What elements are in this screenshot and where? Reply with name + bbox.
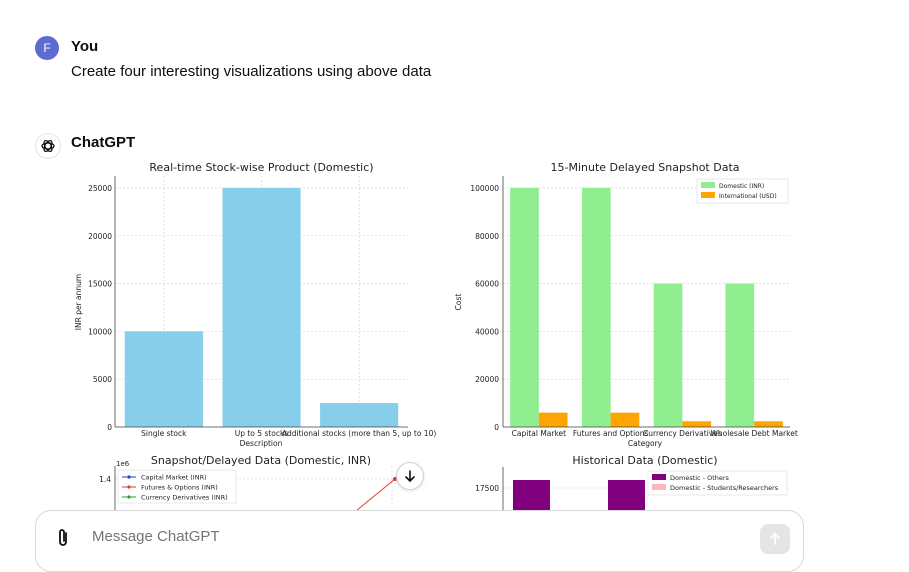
chart-image: Real-time Stock-wise Product (Domestic) 0… [74, 161, 798, 548]
chart-2-legend-label: International (USD) [719, 193, 777, 200]
chart-1-bar [222, 187, 301, 427]
arrow-down-icon [405, 470, 415, 483]
chart-2-xtick: Currency Derivatives [643, 429, 722, 438]
chart-2-bar [581, 187, 611, 427]
chart-2-legend-label: Domestic (INR) [719, 183, 764, 190]
send-button[interactable] [760, 524, 790, 554]
chart-1-xtick: Additional stocks (more than 5, up to 10… [282, 429, 436, 438]
chart-2-ytick: 20000 [475, 375, 499, 384]
chart-1-xlabel: Description [240, 439, 283, 448]
chart-3-legend-marker [127, 475, 131, 479]
chart-3-legend-label: Currency Derivatives (INR) [141, 494, 228, 502]
chart-4-ytick: 17500 [475, 484, 499, 493]
assistant-name: ChatGPT [71, 134, 136, 151]
chart-2-legend-swatch [701, 182, 715, 188]
chart-3-legend-label: Futures & Options (INR) [141, 484, 218, 492]
chart-2-bar [653, 283, 683, 427]
chart-3-exponent: 1e6 [116, 460, 130, 468]
user-name: You [71, 38, 99, 55]
attach-button[interactable] [54, 527, 72, 554]
chart-2-legend-swatch [701, 192, 715, 198]
chart-2-bar [682, 421, 712, 427]
chart-4-title: Historical Data (Domestic) [572, 454, 717, 467]
chart-2-ytick: 60000 [475, 280, 499, 289]
chart-2-bar [510, 187, 539, 427]
chart-1-title: Real-time Stock-wise Product (Domestic) [149, 161, 373, 174]
user-avatar-letter: F [43, 41, 51, 55]
chart-1-ytick: 10000 [88, 327, 112, 336]
chart-3-legend [117, 469, 237, 504]
chart-3-ytick: 1.4 [99, 475, 111, 484]
chart-3-legend-marker [127, 485, 131, 489]
user-message: Create four interesting visualizations u… [71, 63, 432, 80]
chart-2-ytick: 0 [494, 423, 499, 432]
chart-1-ytick: 20000 [88, 232, 112, 241]
chart-2-bar [538, 412, 568, 427]
chart-4-legend-label: Domestic - Students/Researchers [670, 484, 779, 492]
chart-4-legend [647, 470, 788, 496]
chart-2: 15-Minute Delayed Snapshot Data 0 20000 400… [454, 161, 798, 448]
chart-2-ytick: 40000 [475, 327, 499, 336]
arrow-up-icon [770, 532, 780, 545]
chart-2-ylabel: Cost [454, 294, 463, 311]
chart-2-ytick: 80000 [475, 232, 499, 241]
chart-3-legend-marker [127, 495, 131, 499]
scroll-down-button[interactable] [396, 462, 424, 490]
chart-1-ytick: 15000 [88, 280, 112, 289]
chart-3-title: Snapshot/Delayed Data (Domestic, INR) [151, 454, 371, 467]
chart-1-ylabel: INR per annum [74, 274, 83, 330]
chart-1-bar [124, 331, 203, 427]
chart-4-legend-swatch [652, 484, 666, 490]
message-composer [35, 510, 804, 572]
chart-2-xtick: Futures and Options [573, 429, 649, 438]
chart-3-legend-label: Capital Market (INR) [141, 474, 207, 482]
chart-2-xtick: Capital Market [512, 429, 567, 438]
user-avatar: F [35, 36, 59, 60]
message-input[interactable] [92, 528, 692, 545]
chart-2-title: 15-Minute Delayed Snapshot Data [550, 161, 739, 174]
chart-2-bar [725, 283, 755, 427]
chart-1: Real-time Stock-wise Product (Domestic) 0… [74, 161, 436, 448]
chart-3: Snapshot/Delayed Data (Domestic, INR) 1e6… [99, 454, 408, 548]
chart-2-xlabel: Category [628, 439, 663, 448]
chatgpt-logo-icon [35, 133, 61, 159]
chart-1-ytick: 5000 [93, 375, 112, 384]
chart-1-xtick: Single stock [141, 429, 187, 438]
chart-2-xtick: Wholesale Debt Market [710, 429, 797, 438]
chart-2-bar [754, 421, 783, 427]
paperclip-icon [59, 529, 67, 546]
chart-4-legend-swatch [652, 474, 666, 480]
chart-2-ytick: 100000 [470, 184, 499, 193]
chart-1-xtick: Up to 5 stocks [235, 429, 289, 438]
chart-1-ytick: 25000 [88, 184, 112, 193]
chart-2-bar [610, 412, 640, 427]
chart-4-legend-label: Domestic - Others [670, 474, 730, 482]
chart-1-ytick: 0 [107, 423, 112, 432]
chart-1-bar [320, 403, 399, 427]
